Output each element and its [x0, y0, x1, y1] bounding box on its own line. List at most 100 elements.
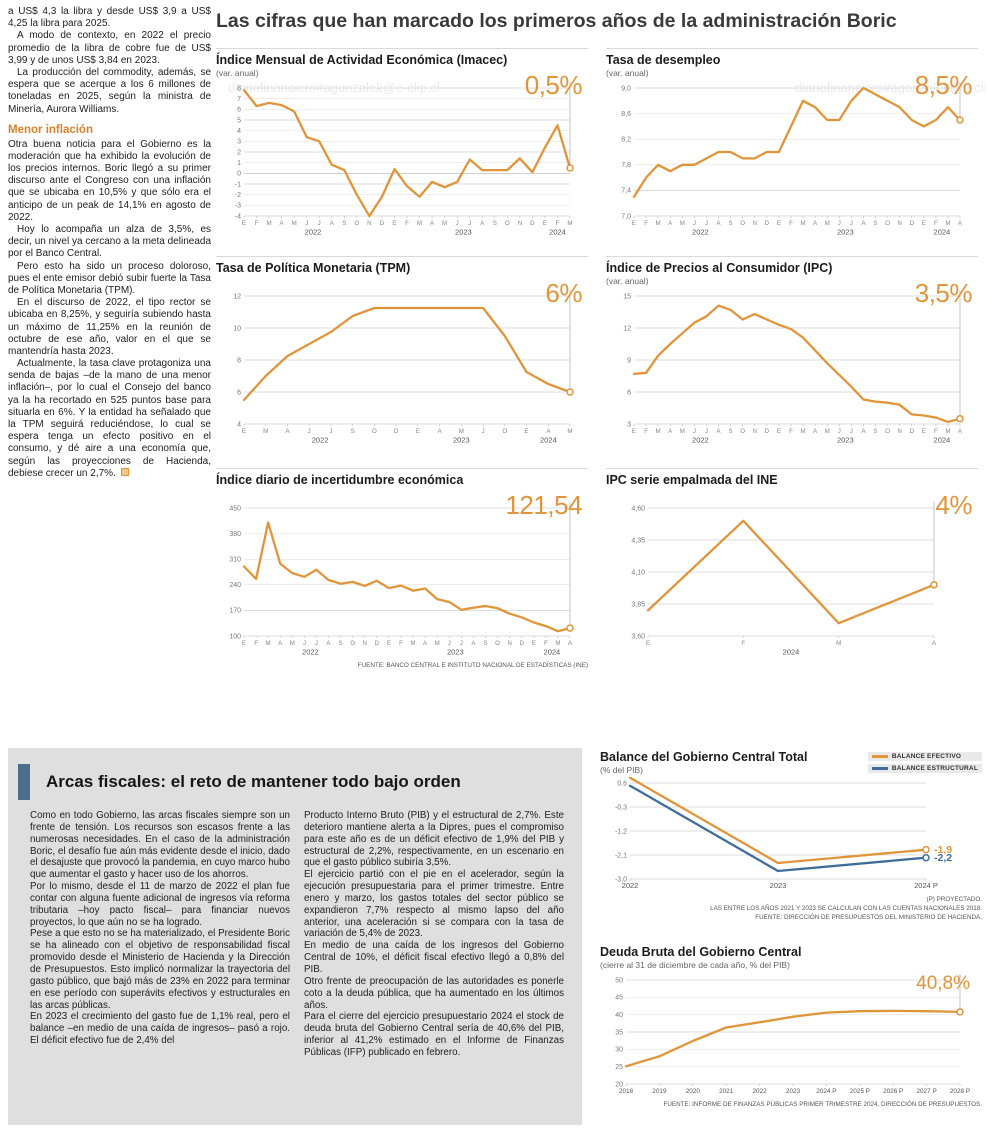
svg-text:J: J	[850, 428, 853, 435]
svg-text:-3,0: -3,0	[615, 876, 627, 883]
svg-text:A: A	[668, 428, 673, 435]
fiscal-text-columns: Como en todo Gobierno, las arcas fiscale…	[8, 810, 582, 1059]
svg-text:D: D	[530, 220, 535, 227]
svg-text:8: 8	[237, 85, 241, 92]
svg-text:-2: -2	[235, 192, 241, 199]
chart-legend: BALANCE EFECTIVO BALANCE ESTRUCTURAL	[867, 752, 982, 773]
fiscal-column-1: Como en todo Gobierno, las arcas fiscale…	[30, 810, 290, 1059]
svg-text:4,10: 4,10	[631, 569, 645, 576]
chart-header-text: Balance del Gobierno Central Total (% de…	[600, 750, 807, 777]
svg-text:M: M	[567, 220, 572, 227]
svg-text:2024: 2024	[934, 436, 951, 445]
svg-text:2021: 2021	[719, 1088, 734, 1095]
svg-text:A: A	[326, 640, 331, 647]
fiscal-title-row: Arcas fiscales: el reto de mantener todo…	[18, 764, 568, 800]
svg-text:O: O	[885, 220, 890, 227]
svg-text:D: D	[519, 640, 524, 647]
svg-text:E: E	[532, 640, 536, 647]
svg-text:9: 9	[627, 357, 631, 364]
svg-text:F: F	[644, 428, 648, 435]
chart-desempleo: Tasa de desempleo (var. anual) 8,5% 9,0 8…	[606, 48, 978, 240]
svg-text:M: M	[656, 428, 661, 435]
svg-text:J: J	[468, 220, 471, 227]
svg-text:100: 100	[229, 633, 241, 640]
svg-text:A: A	[716, 220, 721, 227]
article-paragraph-text: Actualmente, la tasa clave protagoniza u…	[8, 358, 211, 479]
svg-text:J: J	[318, 220, 321, 227]
chart-footnote: (P) PROYECTADO.	[926, 896, 982, 903]
svg-text:J: J	[705, 220, 708, 227]
svg-text:S: S	[873, 220, 877, 227]
svg-text:J: J	[838, 428, 841, 435]
chart-title: Tasa de desempleo	[606, 53, 721, 67]
chart-title: Índice Mensual de Actividad Económica (I…	[216, 53, 508, 67]
svg-text:F: F	[556, 220, 560, 227]
svg-text:15: 15	[623, 293, 631, 300]
svg-text:M: M	[800, 220, 805, 227]
svg-text:7: 7	[237, 96, 241, 103]
svg-text:A: A	[958, 428, 963, 435]
svg-text:30: 30	[615, 1047, 623, 1054]
svg-text:F: F	[405, 220, 409, 227]
svg-text:O: O	[372, 428, 377, 435]
svg-text:2023: 2023	[453, 436, 470, 445]
chart-balance-gobierno: Balance del Gobierno Central Total (% de…	[600, 750, 982, 922]
svg-text:S: S	[339, 640, 343, 647]
chart-footnote: FUENTE: INFORME DE FINANZAS PÚBLICAS PRI…	[663, 1101, 982, 1108]
svg-text:6: 6	[627, 389, 631, 396]
chart-subtitle	[216, 276, 588, 286]
svg-text:F: F	[255, 220, 259, 227]
svg-text:A: A	[438, 428, 443, 435]
svg-text:-3: -3	[235, 203, 241, 210]
svg-text:2024: 2024	[540, 436, 557, 445]
svg-text:6: 6	[237, 107, 241, 114]
svg-text:N: N	[507, 640, 511, 647]
svg-text:O: O	[350, 640, 355, 647]
svg-text:O: O	[740, 428, 745, 435]
chart-incertidumbre: Índice diario de incertidumbre económica…	[216, 468, 588, 670]
svg-text:D: D	[909, 220, 914, 227]
svg-text:O: O	[740, 220, 745, 227]
svg-text:M: M	[945, 428, 950, 435]
svg-text:2: 2	[237, 149, 241, 156]
svg-text:S: S	[342, 220, 346, 227]
svg-text:E: E	[922, 220, 926, 227]
svg-text:J: J	[329, 428, 332, 435]
svg-text:M: M	[417, 220, 422, 227]
svg-text:F: F	[789, 428, 793, 435]
chart-title: Índice diario de incertidumbre económica	[216, 473, 464, 487]
chart-title: IPC serie empalmada del INE	[606, 473, 778, 487]
chart-subtitle: (% del PIB)	[600, 765, 643, 775]
svg-text:A: A	[861, 220, 866, 227]
svg-text:2022: 2022	[752, 1088, 767, 1095]
chart-subtitle	[606, 488, 978, 498]
svg-text:M: M	[656, 220, 661, 227]
svg-text:M: M	[266, 640, 271, 647]
svg-text:J: J	[482, 428, 485, 435]
svg-text:J: J	[850, 220, 853, 227]
article-paragraph: La producción del commodity, además, se …	[8, 66, 211, 115]
chart-subtitle: (var. anual)	[606, 276, 649, 286]
svg-text:J: J	[693, 220, 696, 227]
svg-text:2022: 2022	[312, 436, 329, 445]
article-paragraph: En el discurso de 2022, el tipo rector s…	[8, 297, 211, 357]
fiscal-paragraph: Otro frente de preocupación de las autor…	[304, 975, 564, 1011]
svg-text:4,60: 4,60	[631, 505, 645, 512]
svg-text:0,6: 0,6	[617, 780, 627, 787]
svg-text:E: E	[387, 640, 391, 647]
fiscal-paragraph: El ejercicio partió con el pie en el ace…	[304, 869, 564, 940]
svg-text:3: 3	[627, 421, 631, 428]
svg-text:4: 4	[237, 128, 241, 135]
svg-text:-1,9: -1,9	[934, 844, 952, 856]
svg-text:M: M	[836, 640, 841, 647]
svg-text:E: E	[392, 220, 396, 227]
chart-subtitle: (cierre al 31 de diciembre de cada año, …	[600, 960, 790, 970]
svg-text:-4: -4	[235, 213, 241, 220]
article-paragraph: Pero esto ha sido un proceso doloroso, p…	[8, 260, 211, 296]
page-title: Las cifras que han marcado los primeros …	[216, 10, 897, 32]
chart-highlight-value: 40,8%	[916, 973, 970, 994]
svg-text:D: D	[375, 640, 380, 647]
svg-text:F: F	[934, 220, 938, 227]
